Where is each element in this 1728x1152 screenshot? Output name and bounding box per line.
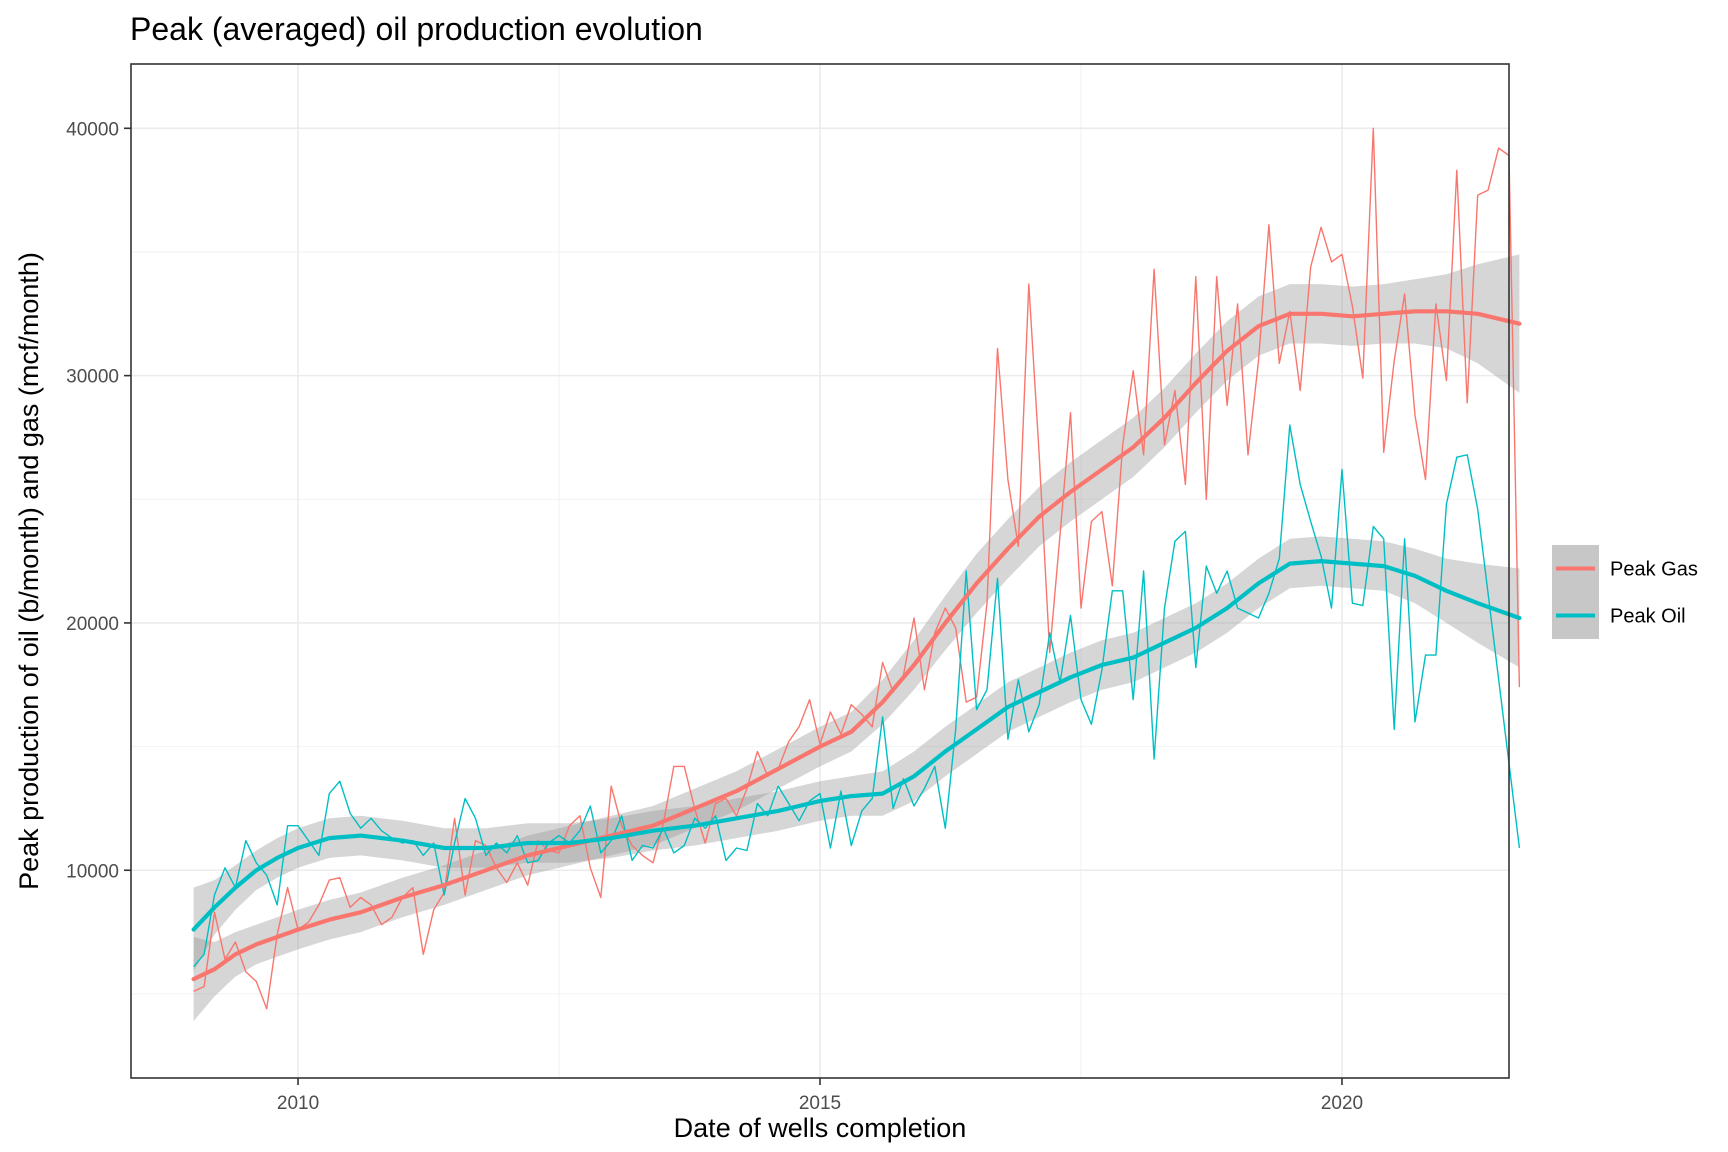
confidence-band <box>193 536 1520 972</box>
x-axis: 2010 2015 2020 <box>277 1078 1363 1114</box>
legend-label: Peak Gas <box>1610 559 1698 581</box>
smoothed-series-line <box>191 309 1522 982</box>
y-tick-label: 30000 <box>66 367 119 388</box>
raw-series-line <box>193 127 1521 1010</box>
x-tick-label: 2010 <box>277 1093 319 1114</box>
x-tick-label: 2020 <box>1321 1093 1363 1114</box>
y-axis: 10000 20000 30000 40000 <box>66 119 131 882</box>
smoothed-series-line <box>191 559 1522 932</box>
y-tick-label: 40000 <box>66 119 119 140</box>
smoothed-series-lines <box>191 309 1522 982</box>
major-gridlines <box>131 64 1509 1078</box>
y-axis-title: Peak production of oil (b/month) and gas… <box>14 252 44 890</box>
y-tick-label: 10000 <box>66 861 119 882</box>
legend: Peak Gas Peak Oil <box>1552 545 1698 639</box>
y-tick-label: 20000 <box>66 614 119 635</box>
chart-title: Peak (averaged) oil production evolution <box>130 11 703 47</box>
x-tick-label: 2015 <box>799 1093 841 1114</box>
confidence-band <box>193 254 1520 1022</box>
x-axis-title: Date of wells completion <box>674 1113 967 1143</box>
confidence-bands <box>193 254 1520 1022</box>
legend-label: Peak Oil <box>1610 606 1686 628</box>
